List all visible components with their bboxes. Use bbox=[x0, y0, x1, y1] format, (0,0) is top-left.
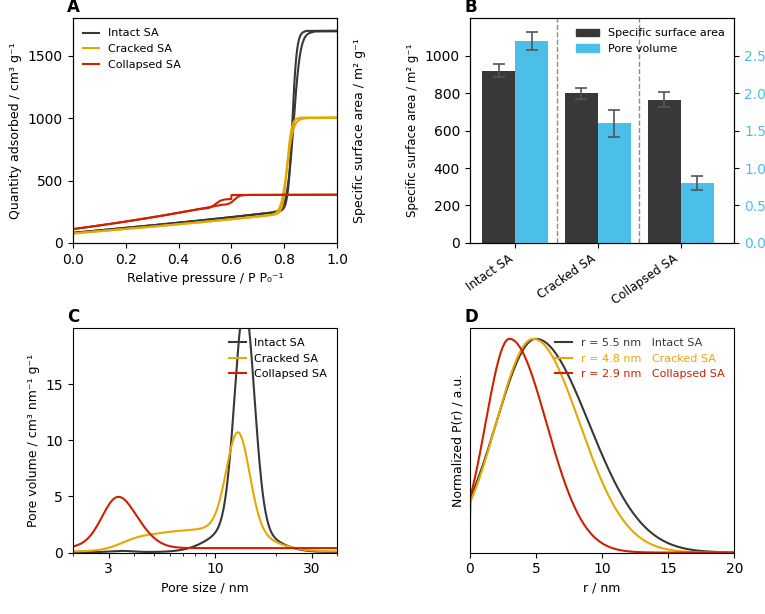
Text: A: A bbox=[67, 0, 80, 16]
X-axis label: Relative pressure / P P₀⁻¹: Relative pressure / P P₀⁻¹ bbox=[127, 272, 283, 285]
Legend: Intact SA, Cracked SA, Collapsed SA: Intact SA, Cracked SA, Collapsed SA bbox=[78, 24, 186, 74]
Bar bbox=[598, 123, 631, 243]
Y-axis label: Quantity adsorbed / cm³ g⁻¹: Quantity adsorbed / cm³ g⁻¹ bbox=[9, 42, 22, 219]
Bar bbox=[565, 93, 598, 243]
Legend: Intact SA, Cracked SA, Collapsed SA: Intact SA, Cracked SA, Collapsed SA bbox=[224, 334, 332, 384]
Bar bbox=[515, 41, 549, 243]
Legend: r = 5.5 nm   Intact SA, r = 4.8 nm   Cracked SA, r = 2.9 nm   Collapsed SA: r = 5.5 nm Intact SA, r = 4.8 nm Cracked… bbox=[551, 334, 729, 384]
Text: C: C bbox=[67, 308, 80, 326]
X-axis label: r / nm: r / nm bbox=[584, 582, 620, 595]
Y-axis label: Specific surface area / m² g⁻¹: Specific surface area / m² g⁻¹ bbox=[353, 38, 366, 223]
Bar bbox=[681, 183, 714, 243]
Y-axis label: Specific surface area / m² g⁻¹: Specific surface area / m² g⁻¹ bbox=[406, 44, 419, 217]
Y-axis label: Normalized P(r) / a.u.: Normalized P(r) / a.u. bbox=[451, 374, 464, 507]
Y-axis label: Pore volume / cm³ nm⁻¹ g⁻¹: Pore volume / cm³ nm⁻¹ g⁻¹ bbox=[27, 354, 40, 527]
Text: D: D bbox=[464, 308, 478, 326]
Legend: Specific surface area, Pore volume: Specific surface area, Pore volume bbox=[572, 24, 729, 58]
Bar bbox=[482, 71, 515, 243]
Bar bbox=[647, 100, 681, 243]
X-axis label: Pore size / nm: Pore size / nm bbox=[161, 582, 249, 595]
Text: B: B bbox=[464, 0, 477, 16]
